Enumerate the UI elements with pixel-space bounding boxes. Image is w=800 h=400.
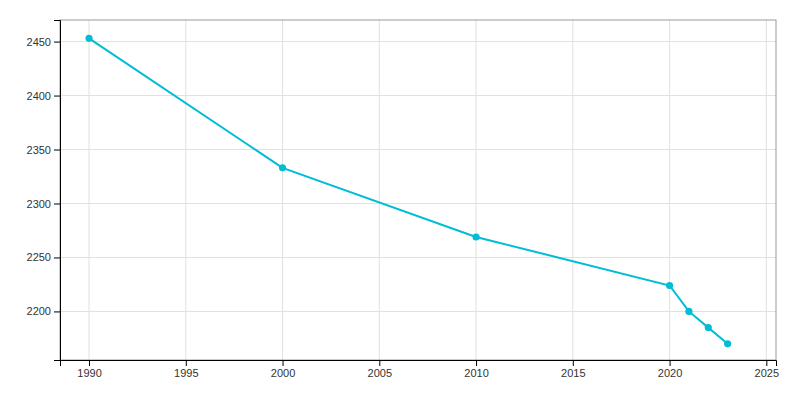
x-tick-label: 1995 — [174, 367, 198, 379]
x-axis: 1990 1995 2000 2005 2010 2015 2020 2025 — [61, 360, 780, 379]
x-tick-mark — [283, 360, 284, 366]
grid — [60, 20, 776, 360]
chart: 1990 1995 2000 2005 2010 2015 2020 2025 2200 2250… — [0, 0, 800, 400]
y-tick-label: 2450 — [27, 36, 51, 48]
marker — [724, 340, 731, 347]
x-tick-mark — [573, 360, 574, 366]
x-tick: 1995 — [174, 360, 198, 379]
y-tick: 2250 — [27, 251, 60, 263]
x-grid-line — [476, 20, 477, 360]
x-grid-line — [282, 20, 283, 360]
y-grid-line — [60, 149, 776, 150]
y-axis-line — [54, 21, 61, 361]
x-tick-label: 1990 — [77, 367, 101, 379]
x-grid-line — [572, 20, 573, 360]
x-tick-label: 2015 — [561, 367, 585, 379]
y-tick-label: 2350 — [27, 144, 51, 156]
y-tick-mark — [54, 42, 60, 43]
x-grid-line — [89, 20, 90, 360]
y-tick-mark — [54, 203, 60, 204]
y-tick-label: 2400 — [27, 90, 51, 102]
y-axis: 2200 2250 2300 2350 2400 2450 — [27, 21, 61, 361]
x-grid-line — [766, 20, 767, 360]
series — [85, 35, 731, 348]
y-tick-label: 2300 — [27, 198, 51, 210]
y-tick-label: 2250 — [27, 251, 51, 263]
y-grid-line — [60, 257, 776, 258]
x-grid-line — [379, 20, 380, 360]
x-axis-line — [61, 361, 777, 367]
x-grid-line — [669, 20, 670, 360]
y-tick-mark — [54, 311, 60, 312]
x-tick-mark — [89, 360, 90, 366]
x-tick-mark — [186, 360, 187, 366]
x-tick-mark — [670, 360, 671, 366]
y-tick: 2200 — [27, 305, 60, 317]
y-tick-label: 2200 — [27, 305, 51, 317]
y-grid-line — [60, 311, 776, 312]
x-tick-label: 2005 — [368, 367, 392, 379]
y-tick: 2350 — [27, 144, 60, 156]
x-tick: 2020 — [658, 360, 682, 379]
y-grid-line — [60, 41, 776, 42]
marker — [279, 164, 286, 171]
x-tick: 2005 — [368, 360, 392, 379]
y-tick: 2400 — [27, 90, 60, 102]
x-tick: 2000 — [271, 360, 295, 379]
y-tick: 2300 — [27, 198, 60, 210]
x-tick-label: 2010 — [464, 367, 488, 379]
marker — [85, 35, 92, 42]
x-grid-line — [185, 20, 186, 360]
plot-area: 1990 1995 2000 2005 2010 2015 2020 2025 2200 2250… — [27, 20, 780, 379]
x-tick: 1990 — [77, 360, 101, 379]
marker — [666, 282, 673, 289]
x-tick-label: 2000 — [271, 367, 295, 379]
x-tick-mark — [379, 360, 380, 366]
line — [89, 38, 728, 343]
plot-frame — [60, 20, 776, 360]
marker — [472, 233, 479, 240]
x-tick-mark — [766, 360, 767, 366]
marker — [705, 324, 712, 331]
marker — [685, 308, 692, 315]
y-tick-mark — [54, 257, 60, 258]
y-grid-line — [60, 203, 776, 204]
x-tick: 2015 — [561, 360, 585, 379]
y-tick-mark — [54, 96, 60, 97]
y-tick: 2450 — [27, 36, 60, 48]
x-tick-mark — [476, 360, 477, 366]
y-grid-line — [60, 95, 776, 96]
y-tick-mark — [54, 150, 60, 151]
x-tick: 2010 — [464, 360, 488, 379]
x-tick: 2025 — [755, 360, 779, 379]
x-tick-label: 2020 — [658, 367, 682, 379]
x-tick-label: 2025 — [755, 367, 779, 379]
